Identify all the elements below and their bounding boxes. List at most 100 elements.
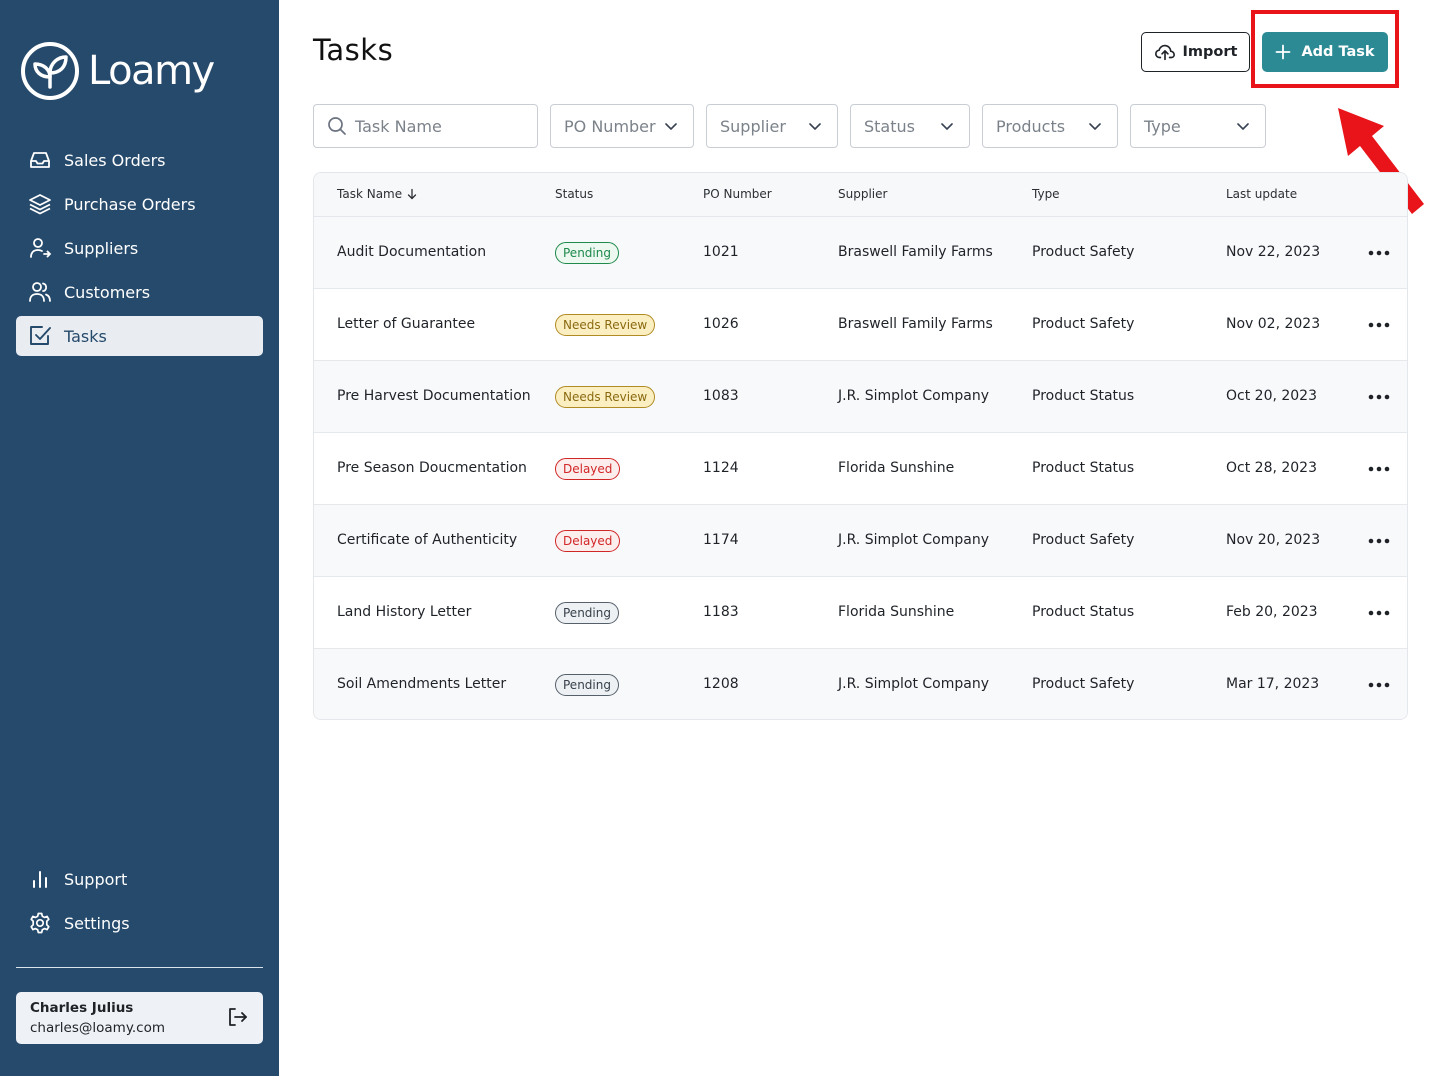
status-badge: Pending <box>555 602 619 624</box>
task-name-cell: Audit Documentation <box>337 244 487 260</box>
supplier-cell: J.R. Simplot Company <box>838 388 990 404</box>
user-name: Charles Julius <box>30 1000 134 1016</box>
last-update-cell: Oct 28, 2023 <box>1226 460 1317 476</box>
table-row[interactable]: Audit Documentation Pending 1021 Braswel… <box>314 217 1407 289</box>
arrow-down-icon <box>407 188 417 200</box>
logo[interactable]: Loamy <box>20 41 215 101</box>
status-badge: Needs Review <box>555 314 656 336</box>
sidebar-item-settings[interactable]: Settings <box>16 903 263 943</box>
column-header-type[interactable]: Type <box>1032 187 1060 201</box>
type-cell: Product Safety <box>1032 244 1135 260</box>
chevron-down-icon <box>1089 123 1101 130</box>
type-cell: Product Status <box>1032 460 1135 476</box>
more-options-icon[interactable] <box>1367 678 1391 692</box>
table-row[interactable]: Pre Season Doucmentation Delayed 1124 Fl… <box>314 433 1407 505</box>
column-header-po-number[interactable]: PO Number <box>703 187 772 201</box>
sidebar-item-suppliers[interactable]: Suppliers <box>16 228 263 268</box>
more-options-icon[interactable] <box>1367 318 1391 332</box>
bottom-nav: Support Settings <box>16 859 263 947</box>
task-name-cell: Certificate of Authenticity <box>337 532 518 548</box>
logout-icon[interactable] <box>225 1005 249 1029</box>
sidebar-divider <box>16 967 263 968</box>
last-update-cell: Feb 20, 2023 <box>1226 604 1318 620</box>
task-name-cell: Pre Season Doucmentation <box>337 460 527 476</box>
last-update-cell: Nov 22, 2023 <box>1226 244 1321 260</box>
table-row[interactable]: Letter of Guarantee Needs Review 1026 Br… <box>314 289 1407 361</box>
column-header-task-name[interactable]: Task Name <box>337 187 418 201</box>
tasks-table: Task Name Status PO Number Supplier Type… <box>313 172 1408 720</box>
type-dropdown[interactable]: Type <box>1130 104 1266 148</box>
sidebar-item-customers[interactable]: Customers <box>16 272 263 312</box>
users-icon <box>27 279 53 305</box>
page-title: Tasks <box>313 33 394 67</box>
leaf-logo-icon <box>21 42 79 100</box>
table-row[interactable]: Certificate of Authenticity Delayed 1174… <box>314 505 1407 577</box>
po-number-cell: 1021 <box>703 244 739 260</box>
supplier-cell: J.R. Simplot Company <box>838 676 990 692</box>
po-number-cell: 1083 <box>703 388 739 404</box>
filter-label: Status <box>864 116 915 136</box>
column-header-status[interactable]: Status <box>555 187 594 201</box>
brand-name: Loamy <box>88 48 215 94</box>
supplier-cell: Braswell Family Farms <box>838 316 993 332</box>
type-cell: Product Safety <box>1032 316 1135 332</box>
user-arrow-icon <box>27 235 53 261</box>
chevron-down-icon <box>1237 123 1249 130</box>
type-cell: Product Status <box>1032 388 1135 404</box>
plus-icon <box>1276 44 1291 60</box>
more-options-icon[interactable] <box>1367 246 1391 260</box>
inbox-icon <box>27 147 53 173</box>
po-number-cell: 1208 <box>703 676 739 692</box>
po-number-cell: 1183 <box>703 604 739 620</box>
column-header-last-update[interactable]: Last update <box>1226 187 1298 201</box>
column-label: Task Name <box>337 187 403 201</box>
task-name-search-input[interactable]: Task Name <box>313 104 538 148</box>
last-update-cell: Oct 20, 2023 <box>1226 388 1317 404</box>
user-email: charles@loamy.com <box>30 1020 166 1036</box>
table-row[interactable]: Land History Letter Pending 1183 Florida… <box>314 577 1407 649</box>
filter-label: Products <box>996 116 1066 136</box>
search-icon <box>328 117 346 135</box>
more-options-icon[interactable] <box>1367 462 1391 476</box>
filter-label: Type <box>1144 116 1181 136</box>
task-name-cell: Land History Letter <box>337 604 472 620</box>
sidebar-item-tasks[interactable]: Tasks <box>16 316 263 356</box>
last-update-cell: Mar 17, 2023 <box>1226 676 1320 692</box>
po-number-cell: 1026 <box>703 316 739 332</box>
sidebar-item-support[interactable]: Support <box>16 859 263 899</box>
add-task-button[interactable]: Add Task <box>1262 32 1388 72</box>
main-nav: Sales Orders Purchase Orders Suppliers C… <box>16 140 263 360</box>
more-options-icon[interactable] <box>1367 606 1391 620</box>
layers-icon <box>27 191 53 217</box>
sidebar-item-label: Tasks <box>64 326 107 346</box>
checkbox-icon <box>27 323 53 349</box>
products-dropdown[interactable]: Products <box>982 104 1118 148</box>
sidebar-item-purchase-orders[interactable]: Purchase Orders <box>16 184 263 224</box>
import-button[interactable]: Import <box>1141 32 1250 72</box>
supplier-cell: Florida Sunshine <box>838 460 955 476</box>
chevron-down-icon <box>665 123 677 130</box>
status-badge: Pending <box>555 674 619 696</box>
task-name-cell: Pre Harvest Documentation <box>337 388 531 404</box>
supplier-cell: Florida Sunshine <box>838 604 955 620</box>
po-number-dropdown[interactable]: PO Number <box>550 104 694 148</box>
sidebar-item-label: Sales Orders <box>64 150 166 170</box>
table-header: Task Name Status PO Number Supplier Type… <box>314 173 1407 217</box>
sidebar-item-sales-orders[interactable]: Sales Orders <box>16 140 263 180</box>
status-dropdown[interactable]: Status <box>850 104 970 148</box>
supplier-dropdown[interactable]: Supplier <box>706 104 838 148</box>
type-cell: Product Safety <box>1032 676 1135 692</box>
table-row[interactable]: Pre Harvest Documentation Needs Review 1… <box>314 361 1407 433</box>
po-number-cell: 1124 <box>703 460 739 476</box>
supplier-cell: Braswell Family Farms <box>838 244 993 260</box>
sidebar: Loamy Sales Orders Purchase Orders Suppl… <box>0 0 279 1076</box>
table-row[interactable]: Soil Amendments Letter Pending 1208 J.R.… <box>314 649 1407 719</box>
supplier-cell: J.R. Simplot Company <box>838 532 990 548</box>
task-name-cell: Letter of Guarantee <box>337 316 476 332</box>
table-body: Audit Documentation Pending 1021 Braswel… <box>314 217 1407 719</box>
more-options-icon[interactable] <box>1367 534 1391 548</box>
sidebar-item-label: Support <box>64 869 128 889</box>
filter-label: Supplier <box>720 116 786 136</box>
more-options-icon[interactable] <box>1367 390 1391 404</box>
column-header-supplier[interactable]: Supplier <box>838 187 888 201</box>
